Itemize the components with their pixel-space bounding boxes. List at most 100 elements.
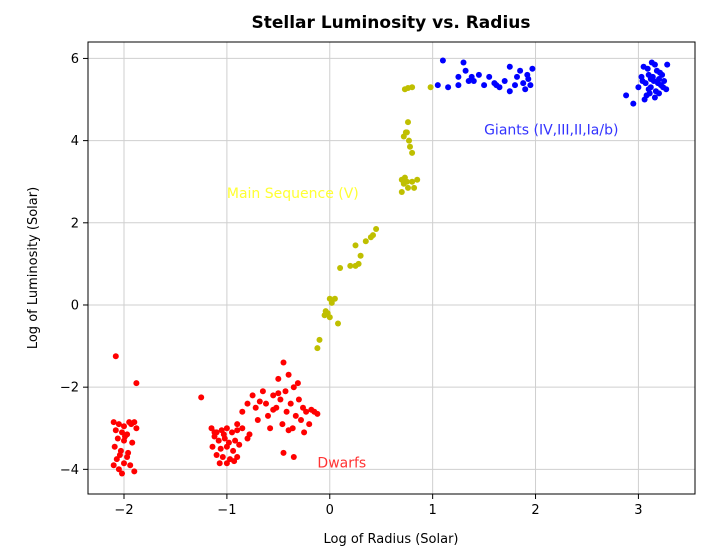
data-point-series-0 bbox=[111, 443, 118, 450]
data-point-series-0 bbox=[277, 396, 284, 403]
data-point-series-2 bbox=[661, 78, 668, 84]
data-point-series-0 bbox=[239, 425, 246, 432]
annotations: Main Sequence (V) Giants (IV,III,II,Ia/b)… bbox=[227, 122, 619, 471]
x-tick-label: 2 bbox=[531, 503, 539, 518]
data-point-series-0 bbox=[280, 449, 287, 456]
data-point-series-0 bbox=[290, 384, 297, 391]
data-point-series-0 bbox=[256, 398, 263, 405]
data-point-series-2 bbox=[657, 69, 663, 76]
data-point-series-0 bbox=[294, 380, 301, 387]
data-point-series-0 bbox=[131, 468, 138, 475]
data-point-series-0 bbox=[270, 392, 277, 399]
data-point-series-1 bbox=[409, 149, 416, 156]
data-point-series-2 bbox=[486, 73, 493, 80]
data-point-series-0 bbox=[314, 410, 321, 417]
data-point-series-1 bbox=[316, 336, 323, 343]
data-point-series-1 bbox=[405, 184, 411, 191]
data-point-series-0 bbox=[231, 458, 238, 465]
data-point-series-0 bbox=[234, 427, 241, 434]
data-point-series-2 bbox=[529, 65, 536, 72]
data-point-series-0 bbox=[133, 380, 140, 387]
data-point-series-1 bbox=[409, 84, 416, 91]
data-point-series-1 bbox=[405, 119, 411, 126]
data-point-series-1 bbox=[326, 295, 333, 302]
data-point-series-0 bbox=[298, 417, 304, 423]
data-point-series-0 bbox=[128, 421, 135, 428]
data-point-series-2 bbox=[493, 82, 500, 89]
data-point-series-2 bbox=[455, 82, 462, 89]
x-tick-label: 0 bbox=[326, 503, 334, 518]
data-point-series-1 bbox=[326, 314, 333, 321]
data-point-series-0 bbox=[115, 421, 122, 428]
data-point-series-0 bbox=[295, 396, 302, 403]
y-tick-label: −4 bbox=[60, 463, 79, 478]
data-point-series-1 bbox=[409, 178, 416, 185]
data-point-series-2 bbox=[655, 80, 661, 87]
data-point-series-0 bbox=[234, 454, 241, 460]
x-tick-label: −2 bbox=[114, 503, 133, 518]
data-point-series-0 bbox=[124, 454, 131, 460]
data-point-series-0 bbox=[285, 427, 292, 434]
data-point-series-0 bbox=[127, 462, 134, 469]
data-point-series-0 bbox=[234, 421, 241, 428]
y-tick-label: 6 bbox=[71, 52, 79, 67]
data-point-series-1 bbox=[401, 174, 408, 181]
data-point-series-0 bbox=[303, 408, 310, 415]
data-point-series-0 bbox=[246, 431, 253, 438]
data-point-series-1 bbox=[337, 265, 344, 271]
data-point-series-0 bbox=[265, 412, 271, 419]
data-point-series-1 bbox=[373, 226, 380, 232]
data-point-series-0 bbox=[219, 454, 226, 460]
data-point-series-0 bbox=[229, 429, 235, 436]
data-point-series-0 bbox=[239, 408, 246, 415]
data-point-series-2 bbox=[664, 61, 671, 68]
data-point-series-0 bbox=[217, 445, 224, 452]
y-axis-ticks: −4 −2 0 2 4 6 bbox=[60, 52, 88, 478]
data-point-series-2 bbox=[462, 67, 469, 74]
data-point-series-0 bbox=[119, 470, 125, 477]
data-point-series-0 bbox=[215, 437, 222, 444]
data-point-series-0 bbox=[223, 460, 230, 467]
y-tick-label: 0 bbox=[71, 298, 79, 313]
data-point-series-0 bbox=[208, 425, 215, 432]
data-point-series-0 bbox=[129, 439, 136, 446]
data-point-series-2 bbox=[481, 82, 488, 89]
data-point-series-2 bbox=[506, 88, 513, 95]
y-axis-label: Log of Luminosity (Solar) bbox=[26, 187, 41, 349]
data-point-series-2 bbox=[517, 67, 524, 74]
data-point-series-1 bbox=[427, 84, 434, 91]
data-point-series-2 bbox=[506, 63, 513, 70]
data-point-series-1 bbox=[411, 184, 418, 191]
data-point-series-2 bbox=[651, 61, 658, 68]
data-point-series-1 bbox=[347, 262, 354, 269]
data-point-series-0 bbox=[285, 371, 292, 378]
data-point-series-0 bbox=[283, 408, 290, 415]
data-point-series-2 bbox=[656, 90, 662, 97]
data-point-series-2 bbox=[660, 84, 667, 91]
data-point-series-0 bbox=[112, 353, 119, 360]
data-point-series-0 bbox=[280, 359, 287, 366]
data-point-series-2 bbox=[445, 84, 452, 91]
data-point-series-2 bbox=[439, 57, 446, 64]
data-point-series-0 bbox=[114, 435, 121, 442]
data-point-series-0 bbox=[270, 406, 277, 413]
data-point-series-2 bbox=[645, 86, 652, 93]
data-point-series-0 bbox=[290, 454, 297, 460]
data-point-series-1 bbox=[406, 137, 412, 144]
data-point-series-0 bbox=[300, 404, 306, 411]
data-point-series-2 bbox=[514, 73, 520, 80]
data-point-series-1 bbox=[355, 260, 362, 267]
data-point-series-0 bbox=[263, 400, 269, 407]
data-point-series-1 bbox=[407, 143, 413, 150]
data-point-series-0 bbox=[110, 462, 117, 469]
data-point-series-0 bbox=[112, 427, 119, 434]
data-point-series-0 bbox=[198, 394, 205, 401]
data-point-series-0 bbox=[223, 425, 230, 432]
data-point-series-2 bbox=[520, 80, 527, 87]
data-point-series-0 bbox=[282, 388, 289, 395]
data-point-series-2 bbox=[501, 78, 508, 84]
data-point-series-0 bbox=[292, 412, 299, 419]
data-point-series-0 bbox=[116, 452, 123, 458]
data-point-series-2 bbox=[644, 65, 651, 72]
data-point-series-2 bbox=[434, 82, 441, 89]
